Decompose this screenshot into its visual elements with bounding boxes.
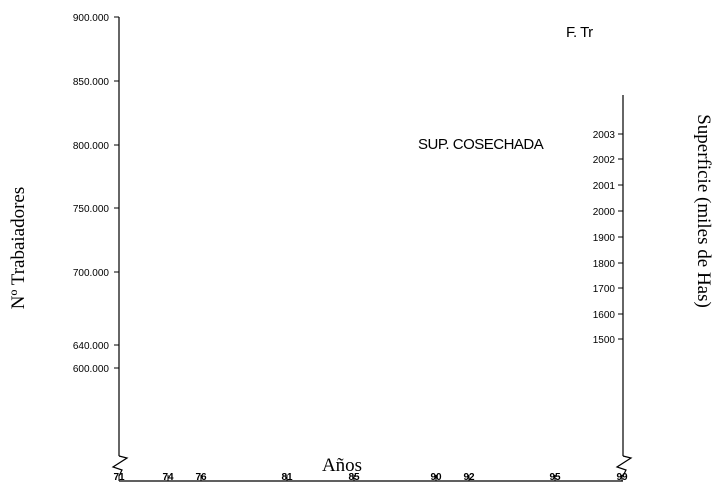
x-tick-label: 85 [348,472,360,483]
x-tick-label: 99 [616,472,628,483]
x-tick-label: 92 [463,472,475,483]
y-right-tick-label: 1600 [593,310,616,321]
series-label-f-tr: F. Tr [566,24,593,41]
y-right-tick-label: 2003 [593,130,616,141]
y-left-tick-label: 600.000 [73,364,110,375]
y-right-tick-label: 1900 [593,233,616,244]
y-left-tick-label: 640.000 [73,341,110,352]
y-right-axis-title: Superficie (miles de Has) [693,114,714,308]
x-tick-label: 95 [549,472,561,483]
y-right-ticks: 2003 2002 2001 2000 1900 1800 1700 1600 1500 [593,130,623,346]
x-tick-label: 81 [281,472,293,483]
y-right-tick-label: 1800 [593,259,616,270]
series-label-sup-cosechada: SUP. COSECHADA [418,136,544,153]
x-tick-label: 76 [195,472,207,483]
x-tick-label: 74 [162,472,174,483]
y-left-tick-label: 850.000 [73,77,110,88]
left-axis-break [111,455,129,477]
y-right-tick-label: 2002 [593,155,616,166]
y-right-tick-label: 2000 [593,207,616,218]
right-axis-break [615,455,633,477]
x-ticks: 71 74 76 81 85 90 92 95 99 [113,472,628,483]
x-tick-label: 90 [430,472,442,483]
y-left-tick-label: 750.000 [73,204,110,215]
y-right-tick-label: 2001 [593,181,616,192]
x-tick-label: 71 [113,472,125,483]
y-left-ticks: 900.000 850.000 800.000 750.000 700.000 640.0… [73,13,119,375]
y-left-tick-label: 800.000 [73,141,110,152]
y-left-tick-label: 700.000 [73,268,110,279]
y-right-tick-label: 1500 [593,335,616,346]
y-right-tick-label: 1700 [593,284,616,295]
y-left-axis-title: Nº Trabaiadores [8,187,29,310]
y-left-tick-label: 900.000 [73,13,110,24]
x-axis-title: Años [322,455,362,476]
